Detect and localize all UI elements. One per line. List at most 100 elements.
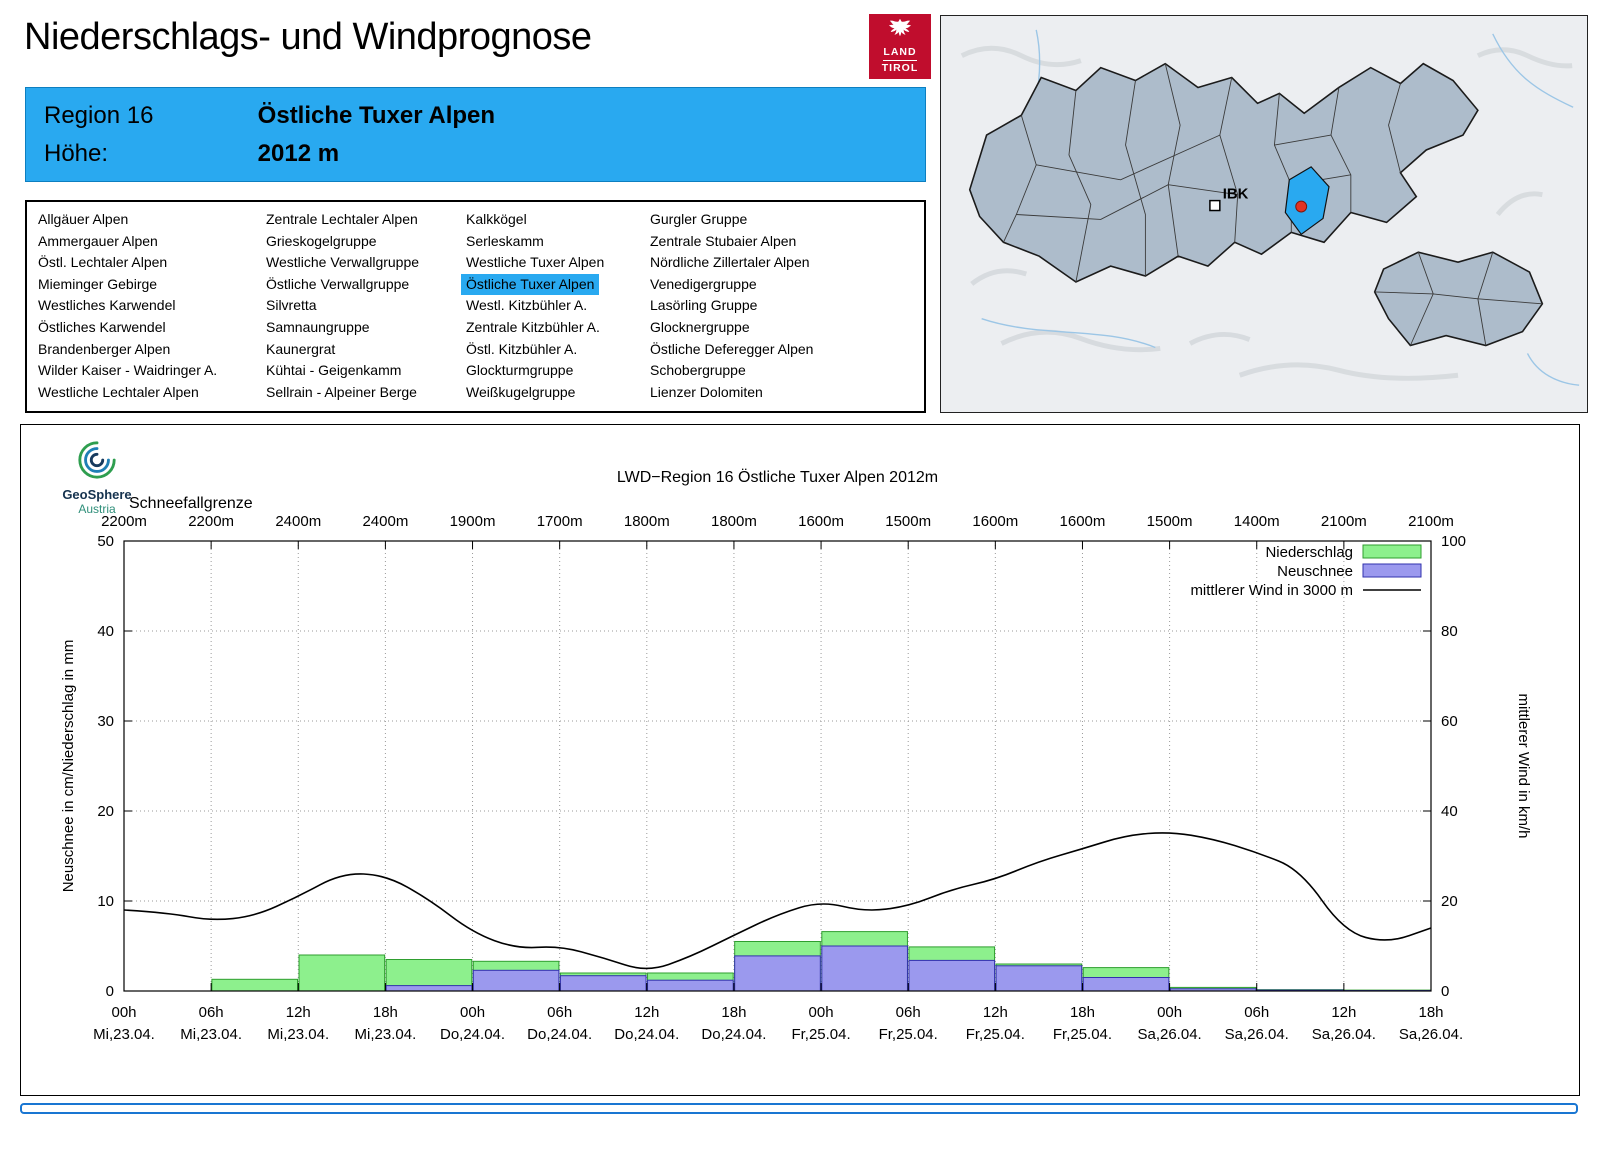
region-list-item[interactable]: Kaunergrat	[266, 340, 336, 357]
terrain-texture	[960, 45, 1573, 381]
legend-swatch	[1362, 563, 1422, 578]
svg-text:Mi,23.04.: Mi,23.04.	[355, 1026, 417, 1043]
region-list-item[interactable]: Kühtai - Geigenkamm	[266, 362, 402, 379]
svg-text:06h: 06h	[1244, 1004, 1269, 1021]
neuschnee-bar	[1082, 977, 1170, 992]
region-list-item[interactable]: Zentrale Kitzbühler A.	[466, 318, 600, 335]
svg-text:12h: 12h	[286, 1004, 311, 1021]
region-list-item[interactable]: Östliches Karwendel	[38, 318, 166, 335]
region-list-item[interactable]: Mieminger Gebirge	[38, 275, 158, 292]
selected-region-shape[interactable]	[1284, 166, 1330, 236]
region-list-item[interactable]: Westliches Karwendel	[38, 297, 176, 314]
region-list-item[interactable]: Schobergruppe	[650, 362, 746, 379]
chart-legend: Niederschlag Neuschnee mittlerer Wind in 3…	[1190, 544, 1422, 599]
land-tirol-wordmark: LAND TIROL	[881, 46, 919, 74]
region-list-item[interactable]: Venedigergruppe	[650, 275, 757, 292]
svg-text:2200m: 2200m	[101, 513, 147, 530]
y-axis-right-ticks: 0 20 40 60 80 100	[1441, 533, 1466, 1000]
region-list-item[interactable]: Silvretta	[266, 297, 317, 314]
east-tyrol-region[interactable]	[1373, 251, 1544, 347]
svg-text:Do,24.04.: Do,24.04.	[527, 1026, 592, 1043]
svg-text:00h: 00h	[111, 1004, 136, 1021]
region-list-item[interactable]: Westliche Tuxer Alpen	[466, 254, 605, 271]
svg-text:40: 40	[97, 623, 114, 640]
svg-text:30: 30	[97, 713, 114, 730]
svg-text:2200m: 2200m	[188, 513, 234, 530]
region-list-item[interactable]: Östl. Lechtaler Alpen	[38, 254, 168, 271]
region-list-item[interactable]: Westliche Lechtaler Alpen	[38, 383, 199, 400]
svg-text:100: 100	[1441, 533, 1466, 550]
region-list-item[interactable]: Weißkugelgruppe	[466, 383, 576, 400]
altitude-label: Höhe:	[44, 140, 109, 167]
region-list-item[interactable]: Grieskogelgruppe	[266, 232, 377, 249]
svg-text:00h: 00h	[1157, 1004, 1182, 1021]
region-list-item[interactable]: Gurgler Gruppe	[650, 211, 748, 227]
region-list-item[interactable]: Ammergauer Alpen	[38, 232, 158, 249]
region-list-column: Allgäuer Alpen Ammergauer Alpen Östl. Lech…	[33, 209, 261, 411]
svg-text:1400m: 1400m	[1234, 513, 1280, 530]
legend-label: mittlerer Wind in 3000 m	[1190, 582, 1353, 599]
svg-text:00h: 00h	[809, 1004, 834, 1021]
region-list-item[interactable]: Serleskamm	[466, 232, 544, 249]
tirol-eagle-icon	[885, 17, 915, 46]
svg-text:18h: 18h	[1070, 1004, 1095, 1021]
svg-text:Do,24.04.: Do,24.04.	[701, 1026, 766, 1043]
region-list-item[interactable]: Östliche Deferegger Alpen	[650, 340, 814, 357]
svg-text:Fr,25.04.: Fr,25.04.	[1053, 1026, 1112, 1043]
geosphere-name: GeoSphere	[62, 487, 132, 502]
svg-text:Sa,26.04.: Sa,26.04.	[1225, 1026, 1289, 1043]
region-list-item[interactable]: Östliche Verwallgruppe	[266, 275, 410, 292]
region-list-item[interactable]: Glocknergruppe	[650, 318, 750, 335]
svg-text:1600m: 1600m	[798, 513, 844, 530]
region-list-item[interactable]: Allgäuer Alpen	[38, 211, 129, 227]
region-list-item[interactable]: Glockturmgruppe	[466, 362, 574, 379]
region-header: Region 16 Östliche Tuxer Alpen Höhe: 201…	[25, 87, 926, 182]
region-list-item[interactable]: Westl. Kitzbühler A.	[466, 297, 588, 314]
region-list-item[interactable]: Lasörling Gruppe	[650, 297, 758, 314]
svg-text:Sa,26.04.: Sa,26.04.	[1137, 1026, 1201, 1043]
svg-text:50: 50	[97, 533, 114, 550]
svg-text:1600m: 1600m	[1060, 513, 1106, 530]
svg-text:18h: 18h	[1418, 1004, 1443, 1021]
neuschnee-bar	[908, 959, 996, 992]
neuschnee-bar	[821, 945, 908, 992]
region-list-item[interactable]: Kalkkögel	[466, 211, 527, 227]
svg-text:06h: 06h	[896, 1004, 921, 1021]
region-list-item[interactable]: Wilder Kaiser - Waidringer A.	[38, 362, 218, 379]
snowline-label: Schneefallgrenze	[129, 495, 253, 512]
svg-text:0: 0	[1441, 983, 1449, 1000]
svg-text:10: 10	[97, 893, 114, 910]
niederschlag-bar	[298, 954, 386, 992]
x-axis-date-labels: Mi,23.04. Mi,23.04. Mi,23.04. Mi,23.04. Do,2…	[93, 1026, 1463, 1043]
region-list-item[interactable]: Brandenberger Alpen	[38, 340, 171, 357]
svg-text:Fr,25.04.: Fr,25.04.	[966, 1026, 1025, 1043]
region-list-item[interactable]: Zentrale Lechtaler Alpen	[266, 211, 418, 227]
y-axis-label-right: mittlerer Wind in km/h	[1515, 693, 1532, 838]
chart-title: LWD−Region 16 Östliche Tuxer Alpen 2012m	[617, 468, 938, 486]
tirol-map[interactable]: IBK	[940, 15, 1588, 413]
svg-text:Fr,25.04.: Fr,25.04.	[791, 1026, 850, 1043]
grid	[124, 541, 1431, 991]
svg-text:60: 60	[1441, 713, 1458, 730]
region-list-item-selected[interactable]: Östliche Tuxer Alpen	[461, 273, 600, 296]
region-list-item[interactable]: Nördliche Zillertaler Alpen	[650, 254, 810, 271]
region-list-column: Kalkkögel Serleskamm Westliche Tuxer Alpen…	[461, 209, 645, 411]
svg-text:1700m: 1700m	[537, 513, 583, 530]
svg-text:Do,24.04.: Do,24.04.	[440, 1026, 505, 1043]
north-tyrol-region[interactable]	[968, 62, 1479, 283]
region-list-item[interactable]: Lienzer Dolomiten	[650, 383, 763, 400]
svg-text:Mi,23.04.: Mi,23.04.	[180, 1026, 242, 1043]
neuschnee-bar	[385, 985, 473, 992]
region-list-item[interactable]: Östl. Kitzbühler A.	[466, 340, 578, 357]
neuschnee-bar	[995, 965, 1083, 992]
forecast-chart: GeoSphere Austria LWD−Region 16 Östliche…	[20, 424, 1580, 1096]
region-list-item[interactable]: Samnaungruppe	[266, 318, 370, 335]
region-list-item[interactable]: Westliche Verwallgruppe	[266, 254, 420, 271]
legend-label: Neuschnee	[1277, 563, 1353, 580]
snowline-values: 2200m 2200m 2400m 2400m 1900m 1700m 1800m 1800m…	[101, 513, 1454, 530]
svg-text:2100m: 2100m	[1408, 513, 1454, 530]
land-tirol-logo: LAND TIROL	[869, 14, 931, 79]
region-list-item[interactable]: Sellrain - Alpeiner Berge	[266, 383, 417, 400]
region-list-item[interactable]: Zentrale Stubaier Alpen	[650, 232, 797, 249]
svg-text:18h: 18h	[373, 1004, 398, 1021]
